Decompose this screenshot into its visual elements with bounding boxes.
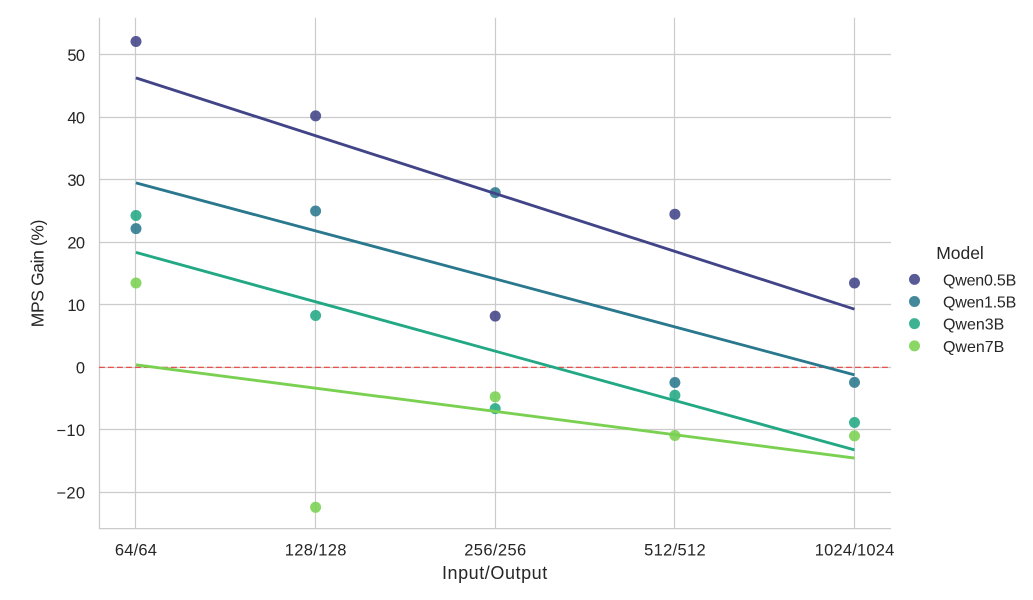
- svg-text:20: 20: [67, 234, 85, 252]
- svg-text:128/128: 128/128: [285, 542, 347, 560]
- svg-text:10: 10: [67, 297, 85, 315]
- svg-text:30: 30: [67, 172, 85, 190]
- svg-text:Qwen3B: Qwen3B: [943, 317, 1004, 334]
- svg-text:64/64: 64/64: [115, 542, 157, 560]
- svg-text:Qwen7B: Qwen7B: [943, 339, 1004, 356]
- svg-text:MPS Gain (%): MPS Gain (%): [28, 220, 48, 328]
- svg-text:Model: Model: [936, 243, 984, 263]
- svg-text:Qwen1.5B: Qwen1.5B: [943, 294, 1016, 311]
- svg-text:Qwen0.5B: Qwen0.5B: [943, 272, 1016, 289]
- svg-text:256/256: 256/256: [464, 542, 526, 560]
- svg-text:0: 0: [76, 359, 85, 377]
- svg-text:512/512: 512/512: [644, 542, 706, 560]
- svg-text:1024/1024: 1024/1024: [815, 542, 895, 560]
- svg-text:50: 50: [67, 47, 85, 65]
- svg-text:−20: −20: [56, 484, 85, 502]
- svg-text:40: 40: [67, 109, 85, 127]
- svg-text:Input/Output: Input/Output: [442, 563, 547, 583]
- svg-text:−10: −10: [56, 422, 85, 440]
